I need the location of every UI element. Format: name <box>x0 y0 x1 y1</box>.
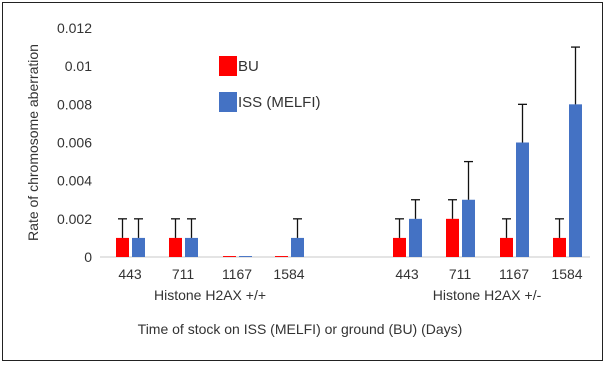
legend-swatch <box>219 56 237 76</box>
legend-label: ISS (MELFI) <box>238 94 321 111</box>
bar-bu <box>393 237 406 257</box>
bar-iss-melfi <box>239 256 252 257</box>
y-tick-label: 0.006 <box>57 135 92 151</box>
legend-label: BU <box>238 58 259 75</box>
x-tick-label: 443 <box>395 266 419 282</box>
bar-iss-melfi <box>569 104 582 257</box>
y-axis-title: Rate of chromosome aberration <box>25 44 41 241</box>
y-tick-label: 0.004 <box>57 173 92 189</box>
y-tick-label: 0 <box>84 249 92 265</box>
x-tick-label: 1167 <box>222 266 252 282</box>
y-tick-label: 0.008 <box>57 96 92 112</box>
bar-iss-melfi <box>462 199 475 257</box>
bar-bu <box>500 237 513 257</box>
x-axis-title: Time of stock on ISS (MELFI) or ground (… <box>138 321 463 337</box>
bar-iss-melfi <box>409 218 422 257</box>
legend-swatch <box>219 92 237 112</box>
x-tick-label: 711 <box>449 266 472 282</box>
bar-bu <box>553 237 566 257</box>
x-tick-label: 711 <box>172 266 195 282</box>
chart-frame <box>2 2 603 361</box>
group-label: Histone H2AX +/- <box>433 287 542 303</box>
x-tick-label: 443 <box>118 266 142 282</box>
bar-iss-melfi <box>291 237 304 257</box>
x-tick-label: 1584 <box>551 266 582 282</box>
bar-bu <box>169 237 182 257</box>
bar-iss-melfi <box>516 142 529 257</box>
y-tick-label: 0.002 <box>57 211 92 227</box>
bar-bu <box>275 256 288 257</box>
bar-bu <box>116 237 129 257</box>
y-tick-label: 0.01 <box>65 58 92 74</box>
bar-bu <box>446 218 459 257</box>
y-tick-label: 0.012 <box>57 20 92 36</box>
x-tick-label: 1167 <box>499 266 529 282</box>
x-tick-label: 1584 <box>273 266 304 282</box>
bar-bu <box>223 256 236 257</box>
group-label: Histone H2AX +/+ <box>154 287 266 303</box>
bar-iss-melfi <box>185 237 198 257</box>
bar-iss-melfi <box>132 237 145 257</box>
